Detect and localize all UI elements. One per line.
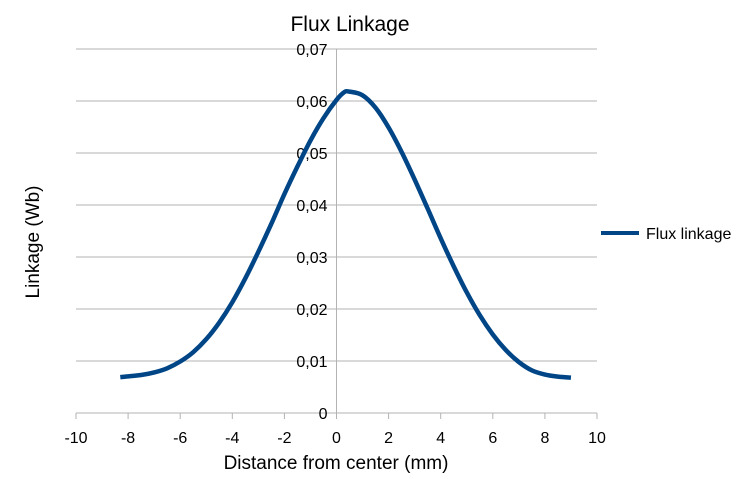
x-axis-title: Distance from center (mm) xyxy=(224,453,449,474)
x-tick-label: 8 xyxy=(540,430,549,447)
y-tick-label: 0,06 xyxy=(296,94,327,111)
y-axis-title: Linkage (Wb) xyxy=(23,186,44,299)
chart-title: Flux Linkage xyxy=(290,13,409,36)
x-tick-label: 2 xyxy=(384,430,393,447)
x-tick-label: 10 xyxy=(588,430,606,447)
x-tick-label: -4 xyxy=(225,430,239,447)
y-tick-label: 0,03 xyxy=(296,250,327,267)
y-tick-label: 0,07 xyxy=(296,42,327,59)
legend: Flux linkage xyxy=(601,226,731,243)
x-tick-label: -10 xyxy=(64,430,87,447)
legend-label-flux-linkage: Flux linkage xyxy=(646,226,731,243)
x-tick-label: -2 xyxy=(277,430,291,447)
x-tick-labels: -10 -8 -6 -4 -2 0 2 4 6 8 10 xyxy=(64,413,606,447)
y-tick-label: 0,04 xyxy=(296,198,327,215)
x-tick-label: 4 xyxy=(436,430,445,447)
x-tick-label: 6 xyxy=(488,430,497,447)
series-group xyxy=(120,88,572,380)
y-tick-label: 0,02 xyxy=(296,302,327,319)
x-tick-label: -8 xyxy=(121,430,135,447)
y-tick-label: 0,01 xyxy=(296,354,327,371)
y-tick-label: 0 xyxy=(319,406,328,423)
x-tick-label: 0 xyxy=(332,430,341,447)
x-tick-label: -6 xyxy=(173,430,187,447)
series-line-flux-linkage xyxy=(120,88,572,380)
